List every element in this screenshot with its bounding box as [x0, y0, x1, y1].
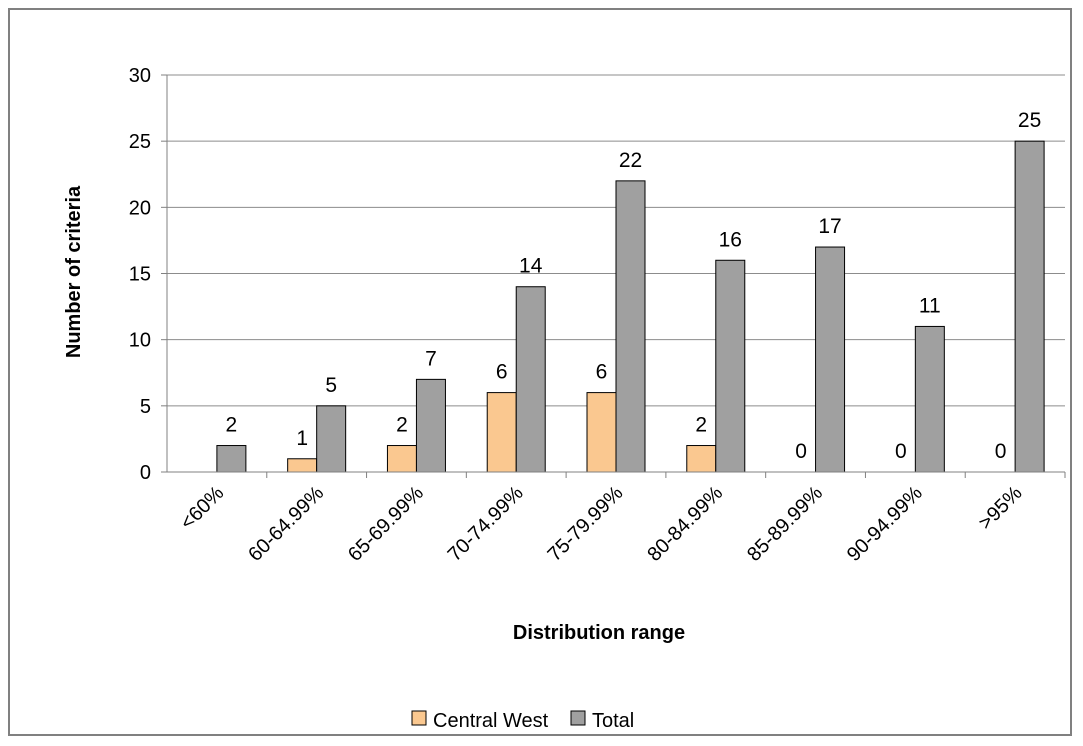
- data-label-central-west: 6: [596, 361, 608, 384]
- bar-total: [715, 259, 746, 473]
- data-label-central-west: 2: [695, 414, 707, 437]
- data-label-central-west: 0: [995, 440, 1007, 463]
- bar-total: [515, 286, 546, 473]
- data-label-total: 16: [719, 228, 742, 251]
- bar-total: [216, 445, 247, 473]
- x-axis-ticks: <60% 60-64.99% 65-69.99% 70-74.99% 75-79.99%…: [176, 472, 1066, 566]
- bar-central-west: [686, 445, 717, 473]
- bar-total: [415, 378, 446, 473]
- legend-swatch-total: [570, 710, 586, 726]
- bar-total: [316, 405, 347, 473]
- data-label-central-west: 0: [895, 440, 907, 463]
- x-tick-label: >95%: [975, 482, 1027, 534]
- x-tick-label: 70-74.99%: [444, 482, 528, 566]
- legend-label-central-west: Central West: [433, 710, 549, 732]
- data-label-total: 2: [226, 414, 238, 437]
- bar-central-west: [486, 392, 517, 473]
- x-tick-label: 85-89.99%: [743, 482, 827, 566]
- data-label-central-west: 0: [795, 440, 807, 463]
- x-tick-label: 65-69.99%: [344, 482, 428, 566]
- bar-total: [914, 325, 945, 473]
- y-axis-title: Number of criteria: [63, 185, 85, 358]
- x-tick-label: 80-84.99%: [643, 482, 727, 566]
- y-tick-label: 30: [129, 65, 151, 87]
- x-tick-label: 90-94.99%: [843, 482, 927, 566]
- data-label-total: 17: [818, 215, 841, 238]
- data-label-total: 25: [1018, 109, 1041, 132]
- bar-total: [615, 180, 646, 473]
- bar-central-west: [287, 458, 318, 473]
- y-tick-label: 10: [129, 330, 151, 352]
- x-tick-label: 75-79.99%: [544, 482, 628, 566]
- data-label-total: 22: [619, 149, 642, 172]
- data-label-central-west: 1: [296, 427, 308, 450]
- bars: [216, 140, 1045, 473]
- x-tick-label: 60-64.99%: [244, 482, 328, 566]
- y-tick-label: 0: [140, 462, 151, 484]
- data-label-central-west: 2: [396, 414, 408, 437]
- legend-swatch-central-west: [411, 710, 427, 726]
- data-label-total: 14: [519, 255, 543, 278]
- data-label-central-west: 6: [496, 361, 508, 384]
- axes: [166, 75, 1065, 473]
- legend: Central West Total: [411, 710, 634, 732]
- y-tick-label: 15: [129, 264, 151, 286]
- x-tick-label: <60%: [176, 482, 228, 534]
- bar-total: [1014, 140, 1045, 473]
- bar-central-west: [586, 392, 617, 473]
- y-tick-label: 20: [129, 197, 151, 219]
- legend-label-total: Total: [592, 710, 634, 732]
- data-label-total: 5: [325, 374, 337, 397]
- y-axis-ticks: 0 5 10 15 20 25 30: [129, 65, 167, 484]
- bar-total: [815, 246, 846, 473]
- bar-central-west: [386, 445, 417, 473]
- y-tick-label: 25: [129, 131, 151, 153]
- data-label-total: 11: [919, 294, 941, 317]
- x-axis-title: Distribution range: [513, 622, 685, 644]
- y-tick-label: 5: [140, 396, 151, 418]
- data-label-total: 7: [425, 347, 437, 370]
